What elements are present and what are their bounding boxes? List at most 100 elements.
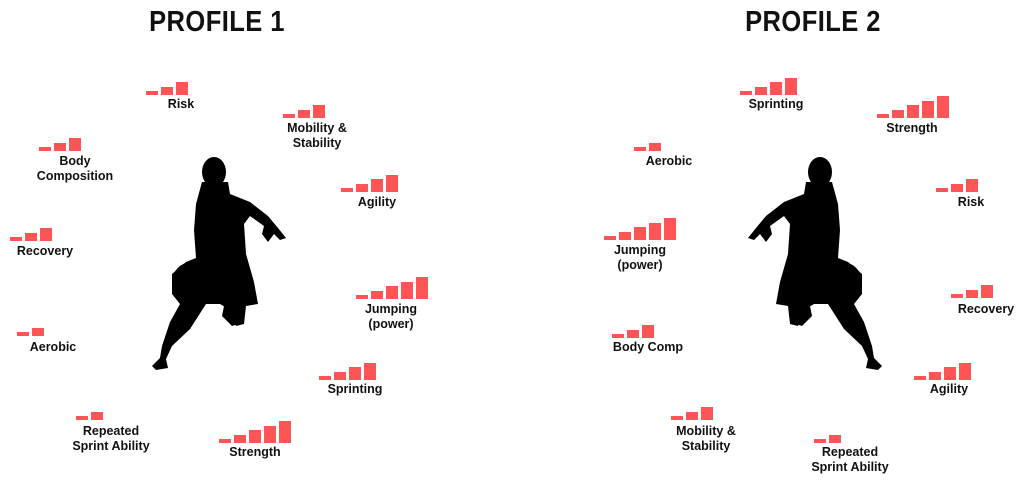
level-bar	[966, 290, 978, 298]
profile-1-title: PROFILE 1	[149, 6, 285, 38]
level-bar	[32, 328, 44, 336]
level-bar	[10, 237, 22, 241]
skill-label: Jumping (power)	[364, 302, 418, 331]
level-bar	[619, 232, 631, 240]
level-bar	[740, 91, 752, 95]
level-bar	[76, 416, 88, 420]
skill-label: Risk	[957, 195, 985, 209]
level-bar	[612, 334, 624, 338]
level-bar	[770, 82, 782, 95]
level-bar	[981, 285, 993, 298]
level-bar	[298, 110, 310, 118]
level-bar	[966, 179, 978, 192]
level-bar	[341, 188, 353, 192]
level-bar	[642, 325, 654, 338]
level-bar	[356, 295, 368, 299]
level-bars	[219, 421, 291, 443]
level-bar	[349, 367, 361, 380]
level-bar	[219, 439, 231, 443]
level-bar	[671, 416, 683, 420]
level-bar	[334, 372, 346, 380]
level-bars	[936, 170, 978, 192]
level-bar	[91, 412, 103, 420]
level-bar	[25, 233, 37, 241]
skill-label: Sprinting	[327, 382, 383, 396]
level-bars	[283, 96, 325, 118]
level-bar	[146, 91, 158, 95]
level-bar	[922, 101, 934, 118]
level-bar	[701, 407, 713, 420]
skill-label: Strength	[229, 445, 281, 459]
level-bar	[17, 332, 29, 336]
level-bar	[755, 87, 767, 95]
level-bar	[951, 184, 963, 192]
skill-label: Repeated Sprint Ability	[72, 424, 150, 453]
level-bar	[176, 82, 188, 95]
level-bar	[944, 367, 956, 380]
level-bar	[892, 110, 904, 118]
skill-label: Sprinting	[748, 97, 804, 111]
skill-label: Recovery	[16, 244, 74, 258]
level-bar	[936, 188, 948, 192]
level-bar	[829, 435, 841, 443]
level-bars	[319, 358, 376, 380]
level-bars	[76, 398, 103, 420]
level-bar	[313, 105, 325, 118]
level-bar	[785, 78, 797, 95]
level-bar	[319, 376, 331, 380]
level-bars	[612, 316, 654, 338]
level-bar	[401, 282, 413, 299]
level-bars	[877, 96, 949, 118]
level-bar	[54, 143, 66, 151]
skill-label: Aerobic	[645, 154, 693, 168]
skill-label: Mobility & Stability	[287, 121, 347, 150]
level-bar	[283, 114, 295, 118]
skill-label: Agility	[357, 195, 397, 209]
level-bar	[907, 105, 919, 118]
skill-label: Recovery	[957, 302, 1015, 316]
level-bar	[814, 439, 826, 443]
level-bar	[69, 138, 81, 151]
level-bar	[627, 330, 639, 338]
level-bar	[249, 430, 261, 443]
level-bars	[914, 358, 971, 380]
level-bar	[386, 286, 398, 299]
player-silhouette-profile-1	[152, 157, 286, 370]
skill-label: Body Comp	[612, 340, 684, 354]
skill-label: Repeated Sprint Ability	[811, 445, 889, 474]
level-bar	[40, 228, 52, 241]
level-bar	[161, 87, 173, 95]
level-bar	[416, 277, 428, 299]
level-bar	[634, 227, 646, 240]
level-bar	[929, 372, 941, 380]
level-bar	[951, 294, 963, 298]
level-bars	[634, 129, 661, 151]
level-bar	[649, 143, 661, 151]
level-bar	[264, 426, 276, 443]
skill-label: Jumping (power)	[613, 243, 667, 272]
level-bar	[386, 175, 398, 192]
level-bar	[279, 421, 291, 443]
level-bar	[959, 363, 971, 380]
level-bars	[39, 129, 81, 151]
skill-label: Agility	[929, 382, 969, 396]
level-bar	[234, 435, 246, 443]
profile-2-title: PROFILE 2	[745, 6, 881, 38]
level-bar	[364, 363, 376, 380]
level-bars	[814, 421, 841, 443]
level-bar	[634, 147, 646, 151]
player-silhouette-profile-2	[748, 157, 882, 370]
level-bars	[146, 73, 188, 95]
level-bars	[17, 314, 44, 336]
skill-label: Risk	[167, 97, 195, 111]
skill-label: Aerobic	[29, 340, 77, 354]
level-bar	[877, 114, 889, 118]
level-bar	[371, 179, 383, 192]
level-bar	[39, 147, 51, 151]
level-bar	[914, 376, 926, 380]
skill-label: Body Composition	[36, 154, 114, 183]
skill-label: Strength	[886, 121, 938, 135]
level-bar	[356, 184, 368, 192]
level-bar	[686, 412, 698, 420]
level-bars	[341, 170, 398, 192]
